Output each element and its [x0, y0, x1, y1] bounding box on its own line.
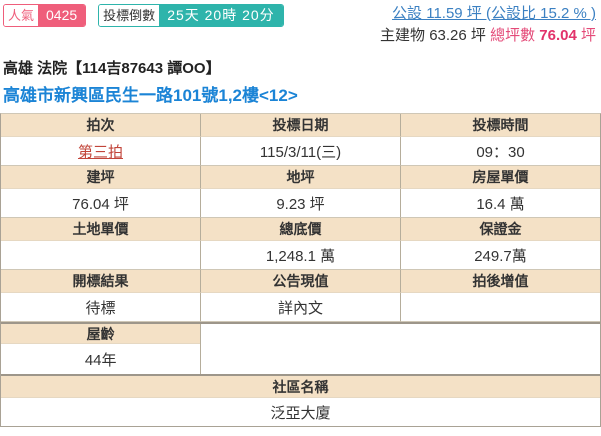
popularity-badge: 人氣 0425	[3, 4, 87, 27]
common-area-link[interactable]: 公設 11.59 坪 (公設比 15.2 % )	[392, 5, 596, 22]
header-deposit: 保證金	[401, 218, 600, 241]
main-building-area: 主建物 63.26 坪	[380, 27, 486, 44]
announced-value-text: 詳內文	[201, 293, 401, 322]
table-row: 待標 詳內文	[1, 293, 600, 322]
empty-merged-cell	[201, 324, 600, 374]
house-age-section: 屋齡 44年	[1, 322, 600, 374]
community-section: 社區名稱 泛亞大廈	[1, 374, 600, 426]
deposit-value: 249.7萬	[401, 241, 600, 270]
header-bid-time: 投標時間	[401, 114, 600, 137]
table-row: 第三拍 115/3/11(三) 09：30	[1, 137, 600, 166]
area-info: 公設 11.59 坪 (公設比 15.2 % ) 主建物 63.26 坪 總坪數…	[380, 3, 598, 47]
auction-round-link[interactable]: 第三拍	[77, 143, 123, 161]
community-name-header: 社區名稱	[1, 376, 600, 398]
building-area-value: 76.04 坪	[1, 189, 201, 218]
post-auction-gain-value	[401, 293, 600, 322]
header-bid-result: 開標結果	[1, 270, 201, 293]
header-house-unit-price: 房屋單價	[401, 166, 600, 189]
bid-date-value: 115/3/11(三)	[201, 137, 401, 166]
house-age-value: 44年	[1, 344, 201, 374]
popularity-label: 人氣	[4, 5, 39, 26]
total-base-price-value: 1,248.1 萬	[201, 241, 401, 270]
total-area-label: 總坪數	[490, 27, 536, 44]
header-land-unit-price: 土地單價	[1, 218, 201, 241]
header-building-area: 建坪	[1, 166, 201, 189]
header-total-base-price: 總底價	[201, 218, 401, 241]
table-row: 1,248.1 萬 249.7萬	[1, 241, 600, 270]
table-header-row: 開標結果 公告現值 拍後增值	[1, 270, 600, 293]
popularity-count: 0425	[38, 5, 86, 26]
countdown-time: 25天 20時 20分	[159, 5, 283, 26]
header-post-auction-gain: 拍後增值	[401, 270, 600, 293]
header-bid-date: 投標日期	[201, 114, 401, 137]
community-name-value: 泛亞大廈	[1, 398, 600, 426]
table-header-row: 土地單價 總底價 保證金	[1, 218, 600, 241]
total-area-value: 76.04	[539, 27, 577, 44]
header-land-area: 地坪	[201, 166, 401, 189]
badge-group: 人氣 0425 投標倒數 25天 20時 20分	[3, 3, 284, 27]
table-row: 76.04 坪 9.23 坪 16.4 萬	[1, 189, 600, 218]
property-address-link[interactable]: 高雄市新興區民生一路101號1,2樓<12>	[3, 86, 298, 105]
land-area-value: 9.23 坪	[201, 189, 401, 218]
auction-table: 拍次 投標日期 投標時間 第三拍 115/3/11(三) 09：30 建坪 地坪…	[0, 113, 601, 427]
table-header-row: 建坪 地坪 房屋單價	[1, 166, 600, 189]
header-auction-round: 拍次	[1, 114, 201, 137]
countdown-badge: 投標倒數 25天 20時 20分	[98, 4, 284, 27]
bid-result-value: 待標	[1, 293, 201, 322]
table-header-row: 拍次 投標日期 投標時間	[1, 114, 600, 137]
top-bar: 人氣 0425 投標倒數 25天 20時 20分 公設 11.59 坪 (公設比…	[0, 0, 601, 47]
land-unit-price-value	[1, 241, 201, 270]
house-age-column: 屋齡 44年	[1, 324, 202, 374]
bid-time-value: 09：30	[401, 137, 600, 166]
header-announced-value: 公告現值	[201, 270, 401, 293]
house-age-header: 屋齡	[1, 324, 201, 344]
page-title: 高雄 法院【114吉87643 譚OO】	[3, 60, 221, 77]
house-unit-price-value: 16.4 萬	[401, 189, 600, 218]
total-area-unit: 坪	[580, 27, 596, 44]
countdown-label: 投標倒數	[99, 5, 160, 26]
